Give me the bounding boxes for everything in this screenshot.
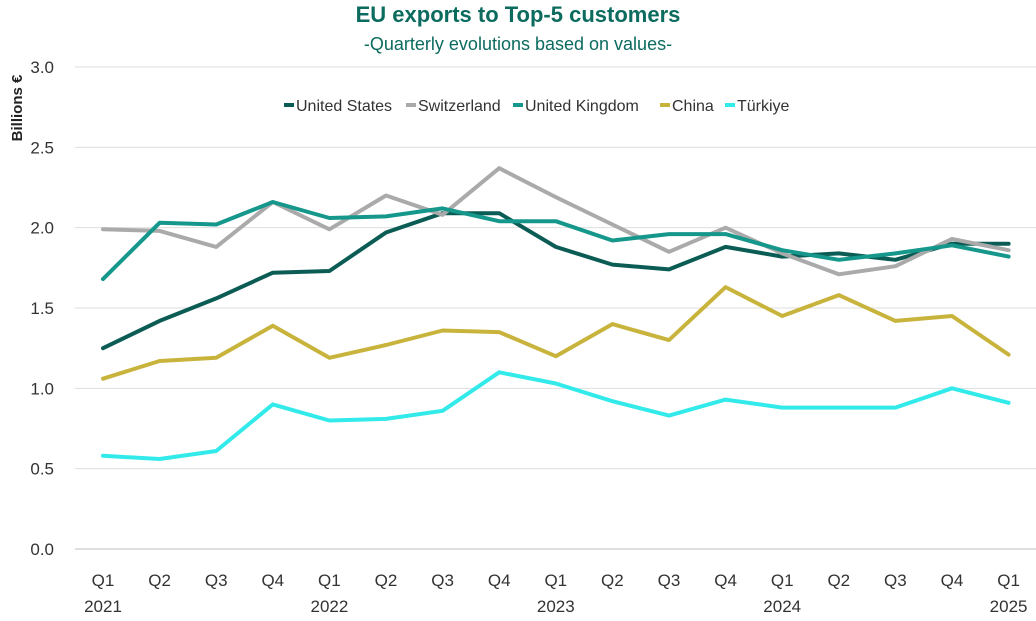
legend: United States Switzerland United Kingdom Ch…	[284, 98, 790, 115]
series-line-switzerland	[101, 166, 1011, 277]
y-tick-label: 2.5	[30, 138, 54, 157]
series-line-united-kingdom	[101, 200, 1011, 282]
gridlines	[75, 66, 1036, 550]
x-tick-label: Q1	[771, 571, 794, 590]
x-tick-label: Q1	[92, 571, 115, 590]
x-year-label: 2025	[990, 597, 1028, 616]
x-year-label: 2021	[84, 597, 122, 616]
x-tick-label: Q3	[884, 571, 907, 590]
x-tick-label: Q1	[544, 571, 567, 590]
legend-label: Switzerland	[418, 98, 501, 115]
series-line-united-states	[101, 211, 1011, 351]
x-tick-label: Q3	[431, 571, 454, 590]
x-tick-label: Q2	[601, 571, 624, 590]
legend-label: United Kingdom	[525, 98, 639, 115]
y-tick-label: 0.0	[30, 540, 54, 559]
x-tick-label: Q4	[261, 571, 284, 590]
x-tick-label: Q1	[318, 571, 341, 590]
chart-subtitle: -Quarterly evolutions based on values-	[363, 34, 673, 54]
x-year-label: 2024	[763, 597, 801, 616]
x-year-label: 2022	[310, 597, 348, 616]
x-tick-label: Q3	[658, 571, 681, 590]
legend-label: Türkiye	[737, 98, 790, 115]
series-lines	[101, 166, 1011, 461]
x-tick-label: Q4	[941, 571, 964, 590]
x-axis-ticks: Q1 Q2 Q3 Q4 Q1 Q2 Q3 Q4 Q1 Q2 Q3 Q4 Q1 Q2 Q3 Q4 Q1 2021 20…	[84, 571, 1027, 616]
x-tick-label: Q2	[827, 571, 850, 590]
y-tick-label: 0.5	[30, 460, 54, 479]
series-line-china	[101, 285, 1011, 381]
y-axis-ticks: 0.0 0.5 1.0 1.5 2.0 2.5 3.0	[30, 58, 54, 559]
x-tick-label: Q1	[997, 571, 1020, 590]
y-axis-label: Billions €	[9, 74, 26, 141]
y-tick-label: 2.0	[30, 219, 54, 238]
x-tick-label: Q4	[488, 571, 511, 590]
x-tick-label: Q3	[205, 571, 228, 590]
legend-label: United States	[296, 98, 392, 115]
x-tick-label: Q2	[148, 571, 171, 590]
y-tick-label: 1.5	[30, 299, 54, 318]
series-line-t-rkiye	[101, 370, 1011, 461]
legend-label: China	[672, 98, 714, 115]
y-tick-label: 1.0	[30, 379, 54, 398]
x-tick-label: Q2	[375, 571, 398, 590]
x-tick-label: Q4	[714, 571, 737, 590]
y-tick-label: 3.0	[30, 58, 54, 77]
chart-title: EU exports to Top-5 customers	[355, 2, 681, 27]
x-year-label: 2023	[537, 597, 575, 616]
